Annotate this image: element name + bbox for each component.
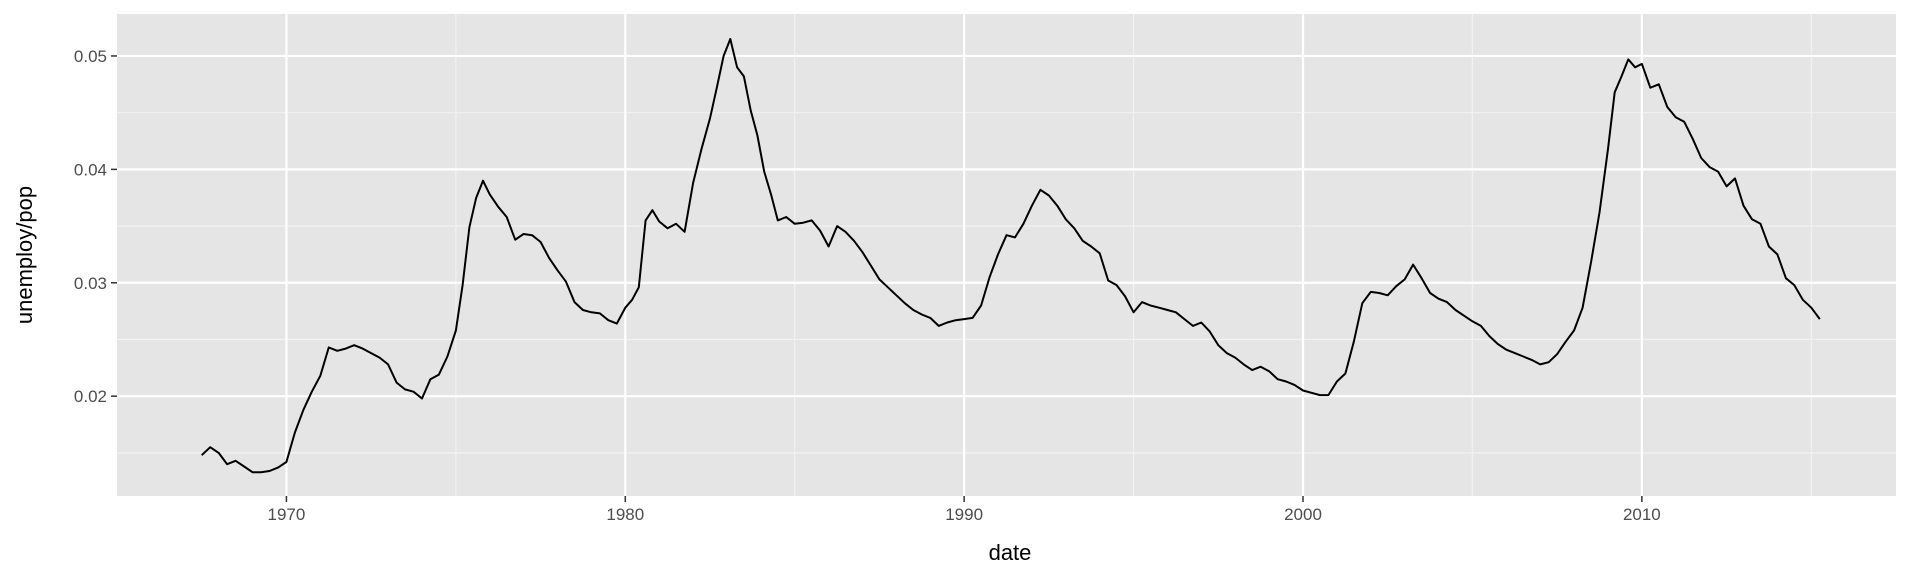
x-axis-title: date xyxy=(989,540,1032,565)
x-tick-label: 1990 xyxy=(945,505,983,524)
panel-background xyxy=(117,14,1896,496)
y-tick-label: 0.05 xyxy=(74,47,107,66)
y-axis: 0.02 0.03 0.04 0.05 xyxy=(74,47,117,406)
x-tick-label: 2000 xyxy=(1284,505,1322,524)
x-axis: 1970 1980 1990 2000 2010 xyxy=(268,496,1661,524)
x-tick-label: 1980 xyxy=(606,505,644,524)
x-tick-label: 2010 xyxy=(1623,505,1661,524)
x-tick-label: 1970 xyxy=(268,505,306,524)
y-tick-label: 0.03 xyxy=(74,274,107,293)
y-axis-title: unemploy/pop xyxy=(12,186,37,324)
y-tick-label: 0.02 xyxy=(74,387,107,406)
y-tick-label: 0.04 xyxy=(74,160,107,179)
